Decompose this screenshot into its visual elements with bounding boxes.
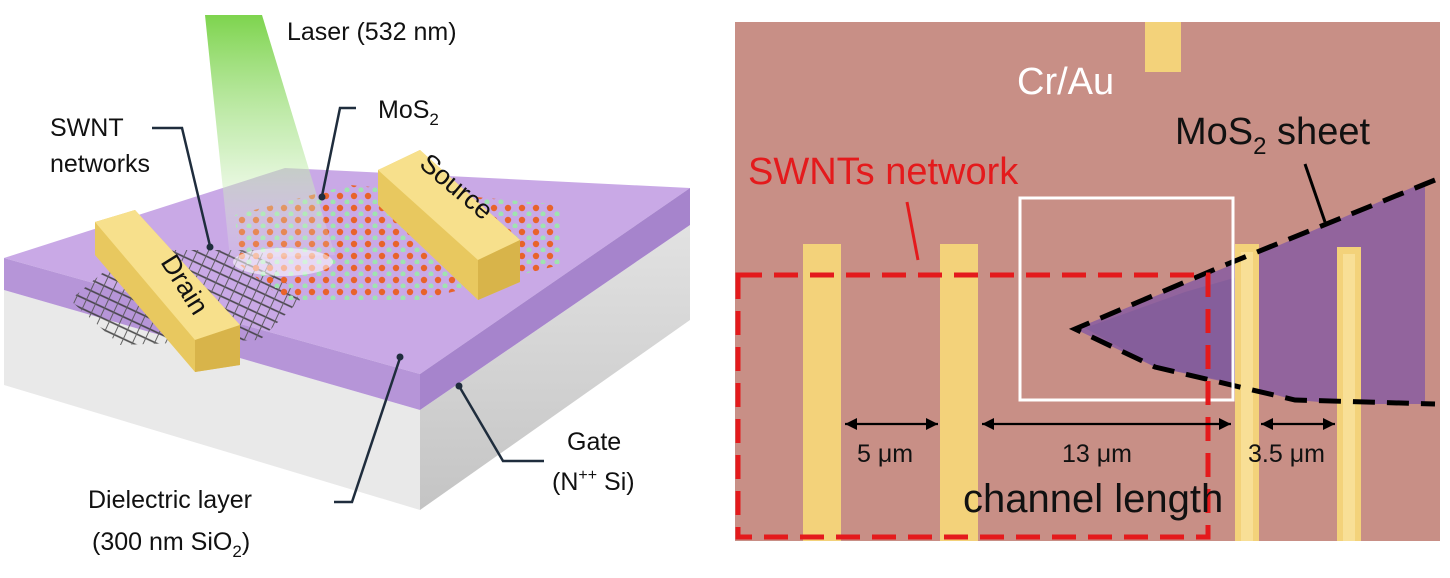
gate-label-line2: (N++ Si) xyxy=(552,467,635,496)
zoom-box xyxy=(1018,196,1235,402)
mos2-leader-dot xyxy=(318,193,326,201)
dimension-5um-label: 5 μm xyxy=(857,440,913,468)
mos2-sheet-leader-line xyxy=(1303,163,1327,223)
source-electrode xyxy=(378,150,520,300)
electrode-top xyxy=(1145,22,1181,72)
mos2-label: MoS2 xyxy=(378,96,439,129)
swnt-label-line2: networks xyxy=(50,150,150,178)
dimension-13um xyxy=(982,418,1231,430)
dimension-13um-label: 13 μm xyxy=(1062,440,1132,468)
electrode-2 xyxy=(940,244,978,541)
gate-label-line1: Gate xyxy=(567,428,621,456)
swnt-network-region xyxy=(735,272,1211,540)
electrode-3-core xyxy=(1241,252,1253,541)
cr-au-label: Cr/Au xyxy=(1017,61,1114,103)
laser-label: Laser (532 nm) xyxy=(287,18,457,46)
dielectric-leader-dot xyxy=(396,353,404,361)
dielectric-label-line2: (300 nm SiO2) xyxy=(92,528,250,561)
optical-micrograph-panel: Cr/Au SWNTs network MoS2 sheet 5 μm 13 μ… xyxy=(735,22,1440,541)
electrode-4-core xyxy=(1343,254,1355,541)
dimension-3-5um xyxy=(1261,418,1335,430)
laser-spot xyxy=(233,248,333,276)
laser-beam xyxy=(205,15,335,258)
dielectric-label-line1: Dielectric layer xyxy=(88,486,252,514)
gate-leader-dot xyxy=(455,382,463,390)
gate-silicon-layer xyxy=(4,225,690,510)
swnt-label-line1: SWNT xyxy=(50,114,124,142)
dimension-3-5um-label: 3.5 μm xyxy=(1248,440,1325,468)
device-schematic-panel: Drain Source Laser (532 nm) MoS2 SWNT ne… xyxy=(0,0,715,573)
dimension-5um xyxy=(845,418,938,430)
electrode-1 xyxy=(803,244,841,541)
swnts-network-label: SWNTs network xyxy=(748,151,1019,193)
mos2-leader-line xyxy=(320,106,356,197)
channel-length-label: channel length xyxy=(963,477,1223,521)
device-schematic: Drain Source Laser (532 nm) MoS2 SWNT ne… xyxy=(4,15,690,561)
drain-electrode xyxy=(95,210,240,372)
mos2-sheet-outline xyxy=(1068,177,1436,407)
optical-micrograph: Cr/Au SWNTs network MoS2 sheet 5 μm 13 μ… xyxy=(735,22,1440,541)
swnt-leader-dot xyxy=(206,243,214,251)
swnt-leader-line xyxy=(905,201,920,261)
mos2-sheet-label: MoS2 sheet xyxy=(1175,111,1370,160)
gate-leader-line xyxy=(457,385,544,463)
dielectric-leader-line xyxy=(334,357,402,504)
mos2-flake-shade xyxy=(1085,272,1255,387)
swnt-leader-line xyxy=(152,126,212,247)
